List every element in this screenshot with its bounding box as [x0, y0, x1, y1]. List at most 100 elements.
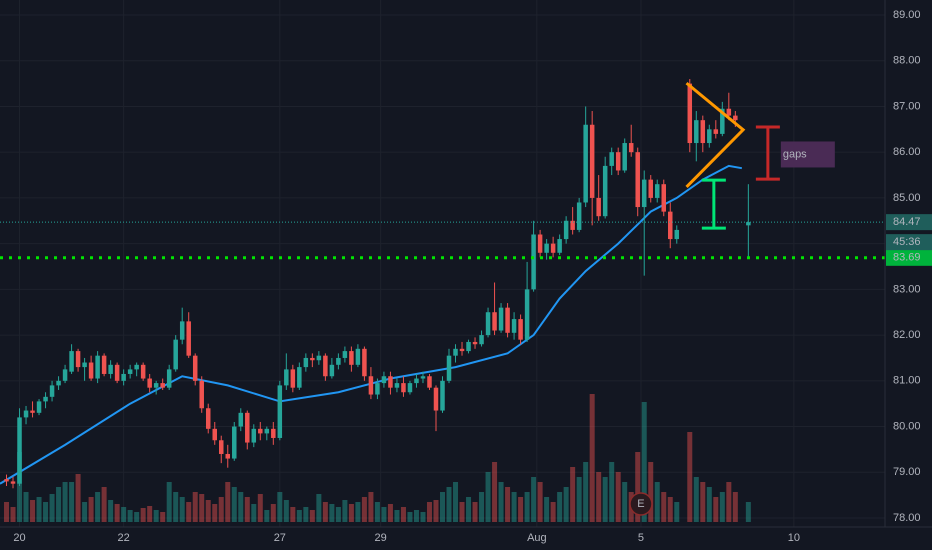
volume-bar	[127, 510, 133, 522]
candle-body	[648, 179, 653, 198]
volume-bar	[166, 482, 172, 522]
price-label-box	[886, 249, 932, 266]
candle-body	[733, 115, 738, 121]
volume-bar	[440, 492, 445, 522]
candle-body	[381, 376, 387, 384]
volume-bar	[251, 504, 257, 522]
candle-body	[323, 355, 328, 377]
volume-bar	[329, 504, 335, 522]
candle-body	[349, 351, 354, 365]
candle-body	[641, 179, 647, 208]
candle-body	[219, 440, 224, 454]
grid	[0, 0, 885, 527]
candle-body	[251, 428, 257, 443]
candle-body	[271, 428, 276, 438]
candle-body	[114, 364, 120, 381]
candle-body	[446, 355, 452, 381]
volume-bar	[498, 482, 504, 522]
candle-body	[258, 428, 263, 434]
candle-body	[518, 319, 523, 340]
candle-body	[375, 383, 380, 395]
volume-bar	[700, 482, 706, 522]
volume-bar	[75, 474, 81, 522]
volume-bar	[316, 494, 322, 522]
volume-bar	[472, 502, 478, 522]
moving-average-layer	[0, 164, 743, 485]
candle-body	[212, 428, 217, 441]
x-tick-label: Aug	[527, 532, 547, 544]
volume-bar	[108, 500, 114, 522]
volume-bar	[524, 492, 530, 522]
volume-bar	[348, 504, 354, 522]
volume-bar	[596, 472, 602, 522]
volume-bar	[244, 497, 250, 522]
volume-bar	[225, 482, 231, 522]
candle-body	[192, 355, 198, 381]
candle-body	[30, 410, 35, 413]
candle-body	[466, 341, 471, 352]
y-tick-label: 87.00	[893, 100, 921, 112]
candle-body	[531, 234, 536, 290]
volume-bar	[537, 482, 543, 522]
candle-body	[88, 362, 94, 379]
volume-bar	[17, 452, 23, 522]
volume-bar	[296, 510, 302, 522]
candle-body	[505, 307, 510, 333]
volume-bar	[387, 504, 393, 522]
candle-body	[440, 380, 445, 411]
candle-body	[277, 385, 283, 438]
candle-body	[329, 364, 335, 377]
trend-drawing	[685, 81, 746, 188]
volume-bar	[30, 500, 36, 522]
candle-body	[635, 152, 640, 208]
volume-bar	[368, 492, 374, 522]
candle-body	[121, 373, 126, 381]
candle-body	[43, 396, 48, 402]
volume-bar	[283, 500, 289, 522]
candle-body	[17, 417, 22, 484]
volume-bar	[69, 482, 75, 522]
volume-bar	[459, 502, 465, 522]
volume-bar	[374, 502, 380, 522]
y-tick-label: 89.00	[893, 9, 921, 21]
volume-bar	[570, 467, 576, 522]
candle-body	[62, 369, 68, 381]
volume-bar	[518, 497, 524, 522]
candle-body	[420, 376, 426, 379]
volume-bar	[492, 462, 498, 522]
candle-body	[186, 321, 191, 356]
volume-bar	[654, 482, 660, 522]
candle-body	[453, 348, 458, 356]
volume-bar	[270, 504, 276, 522]
candle-body	[179, 321, 185, 340]
volume-bar	[381, 507, 387, 522]
volume-bar	[160, 512, 166, 522]
candle-body	[238, 412, 244, 427]
candle-body	[127, 369, 133, 374]
x-tick-label: 20	[13, 532, 25, 544]
volume-bar	[446, 487, 452, 522]
volume-bar	[505, 487, 511, 522]
volume-bar	[192, 492, 198, 522]
candle-body	[316, 355, 322, 361]
candle-body	[95, 355, 100, 379]
volume-bar	[635, 452, 641, 522]
volume-bar	[420, 512, 426, 522]
candle-body	[615, 152, 621, 171]
volume-bar	[453, 482, 459, 522]
earnings-marker[interactable]	[629, 492, 653, 516]
candle-body	[557, 239, 562, 253]
candle-body	[147, 378, 152, 388]
volume-bar	[726, 482, 732, 522]
volume-bar	[485, 472, 491, 522]
price-label-box	[886, 214, 932, 231]
candle-body	[205, 408, 211, 429]
candle-body	[75, 351, 81, 368]
x-tick-label: 27	[274, 532, 286, 544]
candle-body	[140, 364, 146, 379]
candle-body	[336, 357, 341, 365]
candle-body	[362, 348, 367, 377]
candle-body	[694, 120, 699, 144]
